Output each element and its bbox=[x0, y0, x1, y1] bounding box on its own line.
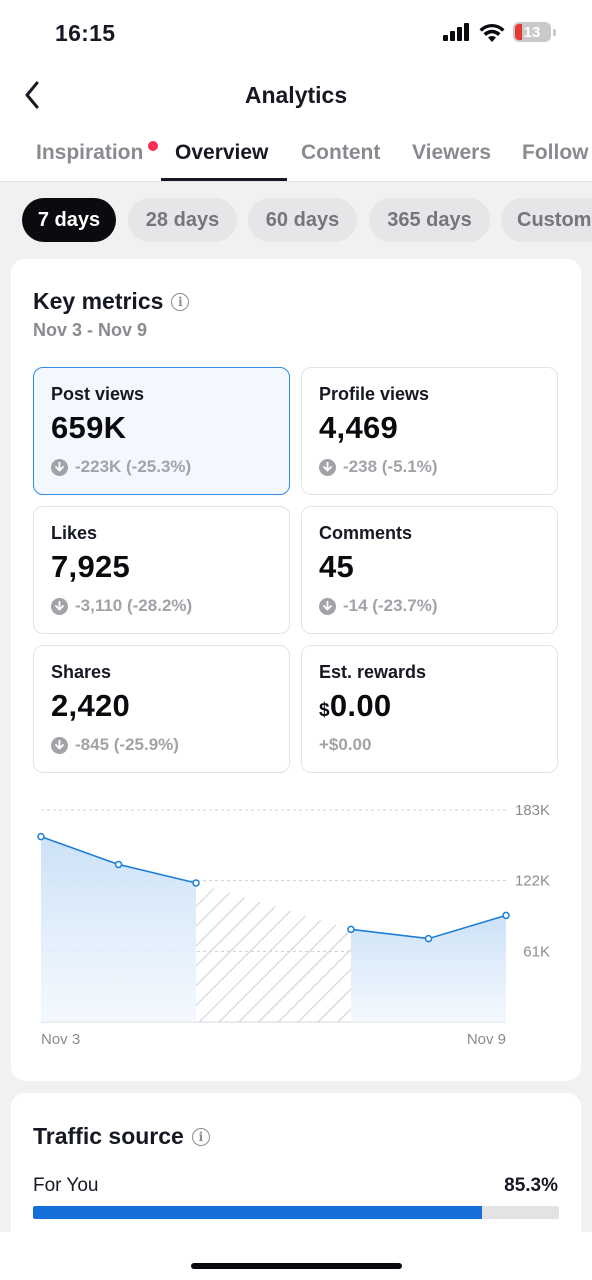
metric-label: Profile views bbox=[319, 384, 430, 404]
chart-y-tick-label: 183K bbox=[515, 802, 550, 819]
metric-change-text: -14 (-23.7%) bbox=[343, 596, 438, 615]
traffic-source-label: For You bbox=[33, 1175, 99, 1196]
metric-value: 659K bbox=[51, 410, 127, 445]
chart-y-tick-label: 61K bbox=[523, 943, 550, 960]
chart-data-point bbox=[502, 911, 510, 920]
metric-change: -238 (-5.1%) bbox=[319, 457, 437, 477]
metric-post-views[interactable]: Post views 659K -223K (-25.3%) bbox=[33, 367, 290, 495]
chart-data-point bbox=[424, 934, 433, 943]
traffic-progress-fill bbox=[33, 1206, 482, 1219]
metric-value: 4,469 bbox=[319, 410, 399, 445]
metric-label: Likes bbox=[51, 523, 98, 543]
date-range-selector: 7 days 28 days 60 days 365 days Custom bbox=[0, 198, 592, 242]
key-metrics-title-row: Key metrics i bbox=[33, 288, 190, 315]
metric-value: 7,925 bbox=[51, 549, 131, 584]
active-tab-indicator bbox=[161, 178, 287, 181]
notification-dot bbox=[148, 141, 158, 151]
metric-comments[interactable]: Comments 45 -14 (-23.7%) bbox=[301, 506, 558, 634]
metric-change: -3,110 (-28.2%) bbox=[51, 596, 192, 616]
chart-data-point bbox=[192, 879, 200, 887]
chart-area-fill bbox=[41, 836, 196, 1022]
chart-x-tick-label: Nov 9 bbox=[467, 1031, 506, 1048]
arrow-down-icon bbox=[51, 736, 68, 754]
metric-profile-views[interactable]: Profile views 4,469 -238 (-5.1%) bbox=[301, 367, 558, 495]
arrow-down-icon bbox=[319, 458, 336, 476]
range-7-days[interactable]: 7 days bbox=[22, 198, 116, 242]
metric-value-number: 0.00 bbox=[329, 688, 392, 723]
battery-tip bbox=[553, 28, 556, 36]
battery-icon: 13 bbox=[513, 22, 551, 42]
metric-change-text: +$0.00 bbox=[319, 735, 372, 754]
date-range-label: Nov 3 - Nov 9 bbox=[33, 320, 148, 340]
traffic-source-percent: 85.3% bbox=[504, 1175, 558, 1196]
metric-change-text: -223K (-25.3%) bbox=[75, 457, 192, 476]
traffic-source-card: Traffic source i For You 85.3% bbox=[11, 1093, 581, 1253]
wifi-icon bbox=[479, 23, 505, 42]
arrow-down-icon bbox=[51, 458, 68, 476]
post-views-chart: 183K 122K 61K Nov 3 Nov 9 bbox=[37, 802, 550, 1048]
range-365-days[interactable]: 365 days bbox=[369, 198, 490, 242]
metric-change: +$0.00 bbox=[319, 735, 371, 755]
info-icon[interactable]: i bbox=[171, 292, 190, 311]
home-indicator-area bbox=[0, 1232, 592, 1280]
chart-data-point bbox=[114, 860, 123, 869]
tab-inspiration[interactable]: Inspiration bbox=[36, 141, 144, 164]
top-bar: 16:15 13 Analytics Inspiration Overview … bbox=[0, 0, 592, 182]
metric-label: Est. rewards bbox=[319, 662, 427, 682]
metric-change-text: -238 (-5.1%) bbox=[343, 457, 438, 476]
back-button[interactable] bbox=[18, 80, 46, 110]
info-icon[interactable]: i bbox=[191, 1127, 210, 1146]
key-metrics-card: Key metrics i Nov 3 - Nov 9 Post views 6… bbox=[11, 259, 581, 1081]
arrow-down-icon bbox=[51, 597, 68, 615]
metric-change-text: -845 (-25.9%) bbox=[75, 735, 179, 754]
tab-bar: Inspiration Overview Content Viewers Fol… bbox=[0, 138, 592, 182]
metric-change: -14 (-23.7%) bbox=[319, 596, 437, 616]
tab-overview[interactable]: Overview bbox=[175, 141, 269, 164]
key-metrics-title: Key metrics bbox=[33, 288, 164, 314]
chart-x-tick-label: Nov 3 bbox=[41, 1031, 80, 1048]
tab-content[interactable]: Content bbox=[301, 141, 381, 164]
battery-level: 13 bbox=[523, 23, 541, 41]
metric-shares[interactable]: Shares 2,420 -845 (-25.9%) bbox=[33, 645, 290, 773]
range-60-days[interactable]: 60 days bbox=[248, 198, 357, 242]
chart-data-point bbox=[347, 925, 355, 934]
metric-est-rewards[interactable]: Est. rewards $0.00 +$0.00 bbox=[301, 645, 558, 773]
metric-value: 2,420 bbox=[51, 688, 131, 723]
metric-change-text: -3,110 (-28.2%) bbox=[75, 596, 193, 615]
metric-value: 45 bbox=[319, 549, 355, 584]
traffic-row-for-you: For You 85.3% bbox=[33, 1175, 558, 1197]
metric-label: Post views bbox=[51, 384, 145, 404]
currency-symbol: $ bbox=[319, 700, 330, 721]
traffic-source-title-row: Traffic source i bbox=[33, 1123, 210, 1150]
metric-change: -845 (-25.9%) bbox=[51, 735, 179, 755]
range-custom[interactable]: Custom bbox=[501, 198, 592, 242]
status-time: 16:15 bbox=[55, 20, 116, 46]
traffic-progress-bar bbox=[33, 1206, 559, 1219]
chevron-left-icon bbox=[25, 81, 39, 109]
chart-area-fill bbox=[351, 915, 506, 1022]
chart-missing-data-region bbox=[196, 882, 351, 1022]
chart-y-tick-label: 122K bbox=[515, 873, 550, 890]
tab-viewers[interactable]: Viewers bbox=[412, 141, 492, 164]
metric-value: $0.00 bbox=[319, 688, 391, 724]
range-28-days[interactable]: 28 days bbox=[128, 198, 237, 242]
home-indicator[interactable] bbox=[191, 1263, 402, 1269]
traffic-source-title: Traffic source bbox=[33, 1123, 184, 1149]
metric-change: -223K (-25.3%) bbox=[51, 457, 191, 477]
arrow-down-icon bbox=[319, 597, 336, 615]
tab-followers[interactable]: Follow bbox=[522, 141, 589, 164]
page-title: Analytics bbox=[244, 82, 348, 108]
cellular-signal-icon bbox=[443, 23, 469, 41]
chart-data-point bbox=[37, 832, 45, 841]
metric-label: Shares bbox=[51, 662, 112, 682]
metric-likes[interactable]: Likes 7,925 -3,110 (-28.2%) bbox=[33, 506, 290, 634]
metric-label: Comments bbox=[319, 523, 413, 543]
status-icons: 13 bbox=[443, 22, 556, 42]
